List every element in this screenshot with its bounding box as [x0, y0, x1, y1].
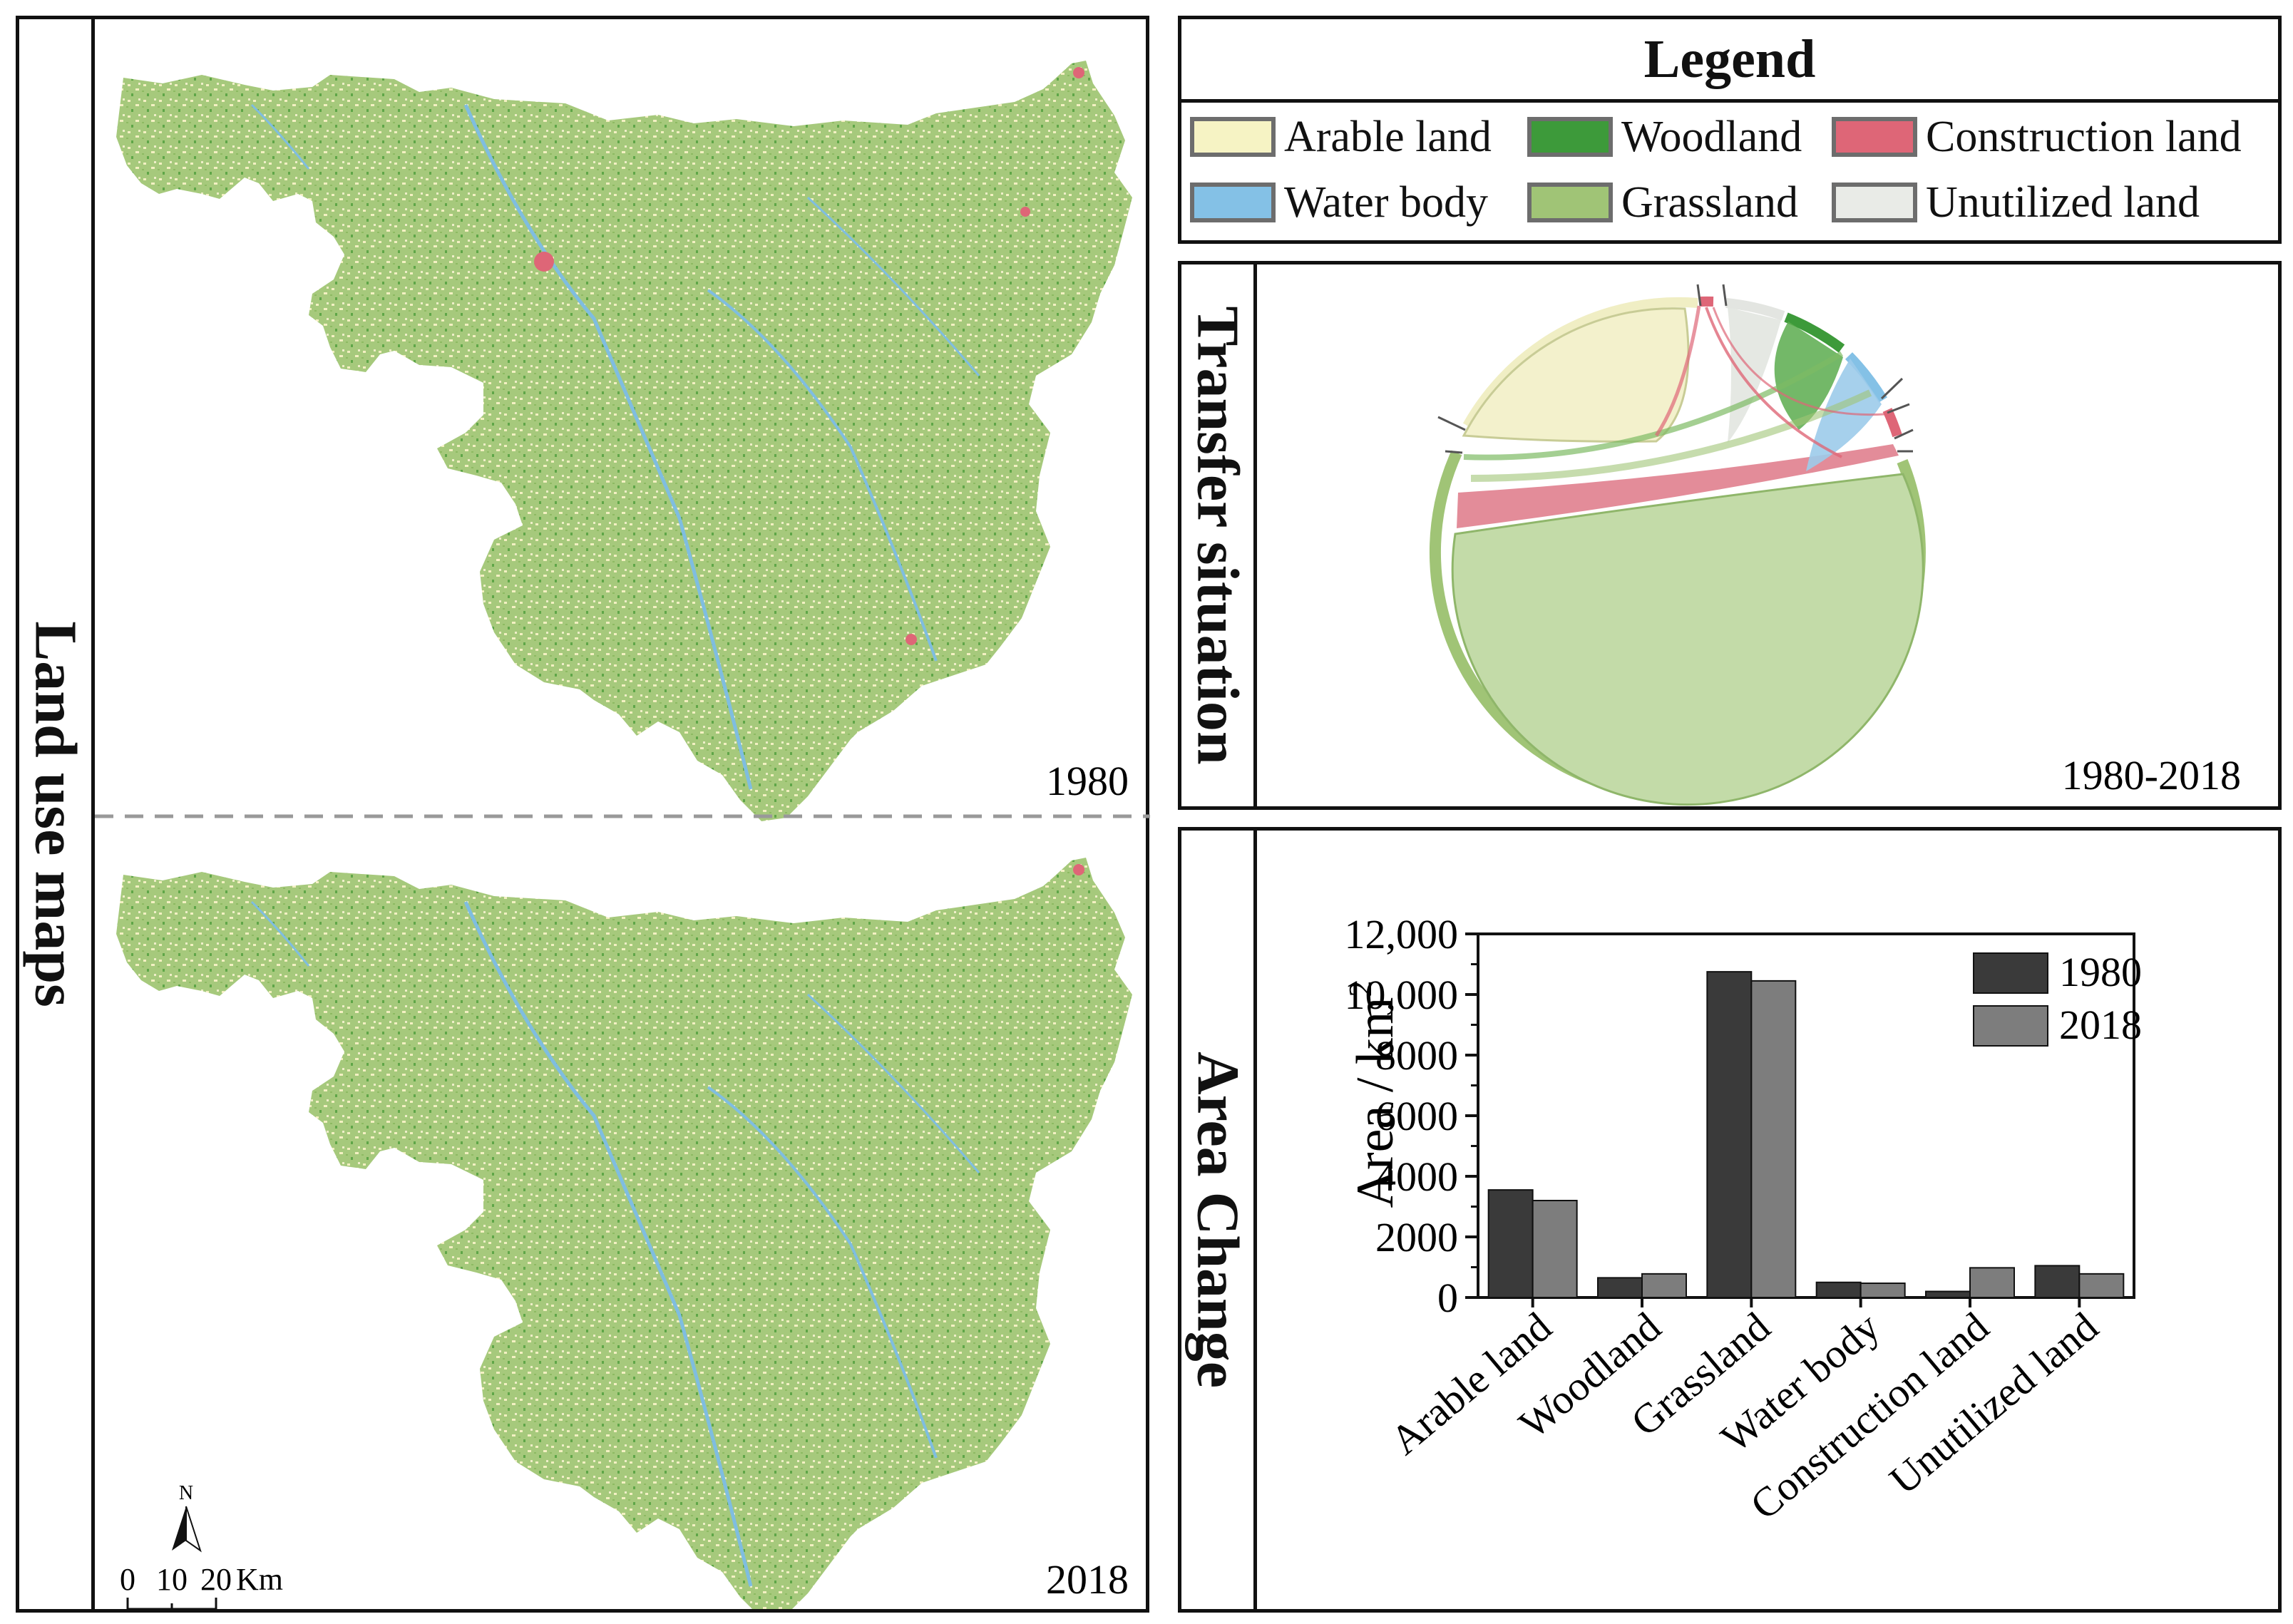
chord-link — [1705, 307, 1842, 458]
chord-woodland — [1774, 322, 1843, 430]
legend-item-arable-land: Arable land — [1190, 112, 1492, 162]
bar-2018-grassland — [1750, 980, 1797, 1298]
land-use-maps-canvas: 1980 — [95, 61, 1150, 1609]
bar-2018-water-body — [1859, 1283, 1906, 1299]
chord-construction-band — [1457, 444, 1899, 528]
svg-text:10: 10 — [156, 1562, 188, 1597]
bar-2018-woodland — [1641, 1273, 1687, 1298]
legend-label: Water body — [1284, 178, 1488, 227]
y-axis-label: Area / km2 — [1342, 981, 1405, 1208]
transfer-label-cell: Transfer situation — [1181, 264, 1257, 806]
legend-label: Arable land — [1284, 112, 1492, 161]
transfer-panel: Transfer situation 1980-2018 — [1178, 261, 2282, 810]
legend-swatch-woodland — [1527, 117, 1613, 157]
bar-2018-unutilized-land — [2078, 1273, 2125, 1298]
map-1980-year-label: 1980 — [1046, 758, 1129, 804]
chord-arc-construction-land-2 — [1882, 408, 1902, 438]
legend-label: Construction land — [1926, 112, 2242, 161]
chord-link — [1654, 305, 1701, 437]
svg-text:0: 0 — [120, 1562, 135, 1597]
chart-legend-swatch-1980 — [1973, 952, 2048, 994]
land-use-maps-label-cell: Land use maps — [19, 19, 95, 1609]
chart-legend-label: 1980 — [2059, 949, 2142, 995]
y-tick-label: 10,000 — [1345, 972, 1459, 1018]
chord-water — [1806, 359, 1882, 471]
legend-swatch-grassland — [1527, 183, 1613, 222]
y-tick-label: 12,000 — [1345, 911, 1459, 957]
legend-swatch-arable-land — [1190, 117, 1276, 157]
bar-1980-grassland — [1706, 971, 1753, 1298]
legend-title: Legend — [1181, 19, 2278, 103]
chord-link — [1712, 307, 1885, 416]
chord-link — [1470, 389, 1872, 482]
legend-panel: Legend Arable land Woodland Construction… — [1178, 16, 2282, 244]
y-tick-label: 6000 — [1375, 1093, 1458, 1139]
chord-link — [1463, 351, 1844, 461]
y-tick-label: 4000 — [1375, 1153, 1458, 1200]
legend-item-woodland: Woodland — [1527, 112, 1802, 162]
legend-label: Woodland — [1621, 112, 1802, 161]
north-arrow-icon: N — [172, 1482, 202, 1553]
chart-legend-swatch-2018 — [1973, 1005, 2048, 1047]
legend-item-construction-land: Construction land — [1832, 112, 2242, 162]
bar-2018-construction-land — [1969, 1267, 2015, 1298]
scale-bar: 0 10 20 Km — [120, 1562, 283, 1609]
bar-1980-water-body — [1815, 1281, 1862, 1298]
chord-arc-unutilized-land — [1725, 298, 1785, 321]
land-use-maps-title: Land use maps — [22, 621, 88, 1007]
svg-text:Km: Km — [236, 1562, 283, 1597]
svg-text:N: N — [179, 1482, 193, 1504]
area-change-panel: Area Change 0 2000 4000 6000 8000 10,000 12,00… — [1178, 827, 2282, 1613]
legend-swatch-construction-land — [1832, 117, 1917, 157]
map-1980: 1980 — [116, 61, 1132, 821]
chord-grassland-self — [1451, 473, 1924, 806]
svg-text:20: 20 — [200, 1562, 232, 1597]
bar-2018-arable-land — [1532, 1200, 1578, 1298]
legend-swatch-water-body — [1190, 183, 1276, 222]
area-change-title: Area Change — [1184, 1051, 1251, 1389]
chord-arable-self — [1462, 307, 1690, 443]
legend-item-unutilized-land: Unutilized land — [1832, 178, 2200, 227]
legend-label: Unutilized land — [1926, 178, 2200, 227]
bar-1980-unutilized-land — [2034, 1265, 2081, 1298]
bar-1980-woodland — [1597, 1277, 1643, 1298]
bar-1980-arable-land — [1487, 1189, 1534, 1298]
y-tick-label: 8000 — [1375, 1032, 1458, 1079]
map-2018: N 0 10 20 Km 2018 — [116, 858, 1132, 1609]
chord-unutilized — [1728, 307, 1781, 443]
legend-item-water-body: Water body — [1190, 178, 1488, 227]
legend-item-grassland: Grassland — [1527, 178, 1798, 227]
transfer-title: Transfer situation — [1184, 306, 1251, 765]
y-tick-label: 2000 — [1375, 1214, 1458, 1260]
transfer-period-label: 1980-2018 — [2062, 752, 2241, 798]
map-2018-year-label: 2018 — [1046, 1556, 1129, 1603]
bar-1980-construction-land — [1925, 1290, 1971, 1298]
area-change-label-cell: Area Change — [1181, 831, 1257, 1609]
chord-diagram: 1980-2018 — [1429, 284, 2241, 806]
legend-label: Grassland — [1621, 178, 1798, 227]
chart-legend-label: 2018 — [2059, 1002, 2142, 1048]
legend-swatch-unutilized-land — [1832, 183, 1917, 222]
y-tick-label: 0 — [1437, 1275, 1458, 1321]
chord-arc-woodland — [1784, 312, 1845, 353]
land-use-maps-panel: Land use maps — [16, 16, 1150, 1613]
